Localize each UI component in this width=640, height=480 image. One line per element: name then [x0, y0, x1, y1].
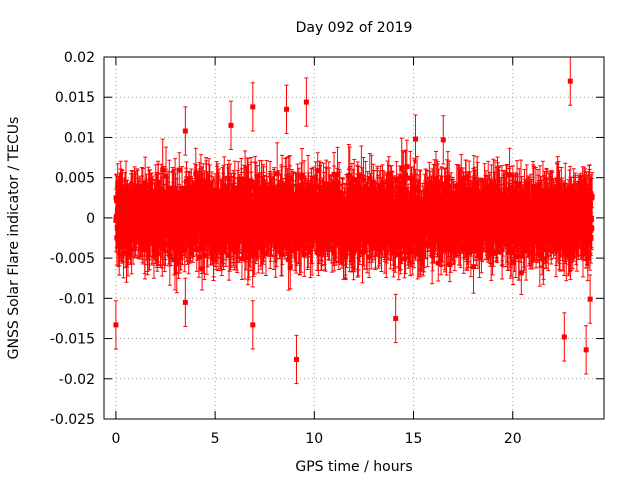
data-point	[315, 168, 321, 174]
data-point	[279, 182, 285, 188]
data-point	[174, 261, 180, 267]
data-point	[121, 250, 127, 256]
data-layer	[113, 56, 595, 385]
data-point	[225, 187, 231, 193]
data-point	[255, 244, 261, 250]
data-point	[142, 247, 148, 253]
data-point	[212, 237, 218, 243]
data-point	[274, 171, 280, 177]
data-point	[115, 182, 121, 188]
data-point	[250, 253, 256, 259]
data-point	[179, 191, 185, 197]
data-point	[214, 189, 220, 195]
data-point	[287, 265, 293, 271]
data-point	[286, 257, 292, 263]
data-point	[160, 167, 166, 173]
data-point	[209, 189, 215, 195]
data-point	[298, 242, 304, 248]
data-point	[244, 177, 250, 183]
data-point	[232, 187, 238, 193]
data-point	[176, 167, 182, 173]
data-point	[252, 242, 258, 248]
data-point	[241, 184, 247, 190]
data-point	[149, 239, 155, 245]
data-point	[168, 204, 174, 210]
data-point	[193, 171, 199, 177]
data-point	[220, 226, 226, 232]
data-point	[207, 181, 213, 187]
data-point	[163, 173, 169, 179]
data-point	[200, 191, 206, 197]
data-point	[286, 184, 292, 190]
data-point	[158, 241, 164, 247]
data-point	[245, 255, 251, 261]
data-point	[271, 237, 277, 243]
data-point	[299, 173, 305, 179]
data-point	[172, 256, 178, 262]
data-point	[246, 246, 252, 252]
data-point	[227, 191, 233, 197]
data-point	[226, 176, 232, 182]
data-point	[193, 192, 199, 198]
data-point	[287, 239, 293, 245]
data-point	[184, 178, 190, 184]
data-point	[129, 246, 135, 252]
data-point	[128, 233, 134, 239]
data-point	[230, 237, 236, 243]
